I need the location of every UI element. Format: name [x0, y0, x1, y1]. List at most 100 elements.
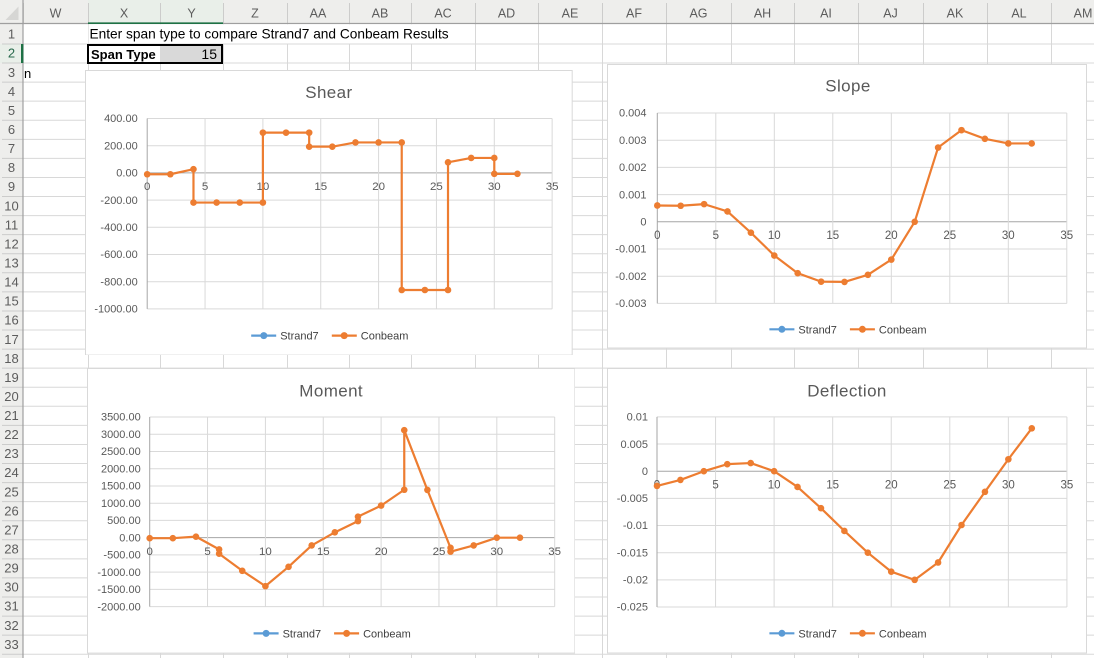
svg-text:33: 33 [4, 637, 18, 652]
svg-text:14: 14 [4, 275, 18, 290]
svg-text:13: 13 [4, 256, 18, 271]
svg-text:0: 0 [144, 181, 150, 193]
svg-text:500.00: 500.00 [107, 515, 141, 527]
svg-text:15: 15 [315, 181, 328, 193]
svg-text:32: 32 [4, 618, 18, 633]
svg-text:25: 25 [943, 230, 956, 242]
svg-text:AI: AI [820, 7, 832, 21]
svg-text:35: 35 [548, 546, 561, 558]
svg-text:-400.00: -400.00 [101, 222, 138, 234]
svg-text:Strand7: Strand7 [798, 628, 837, 640]
svg-text:0: 0 [642, 466, 648, 478]
svg-text:10: 10 [768, 230, 781, 242]
svg-text:15: 15 [826, 479, 839, 491]
svg-text:25: 25 [430, 181, 443, 193]
svg-text:3500.00: 3500.00 [101, 412, 141, 424]
svg-text:-1000.00: -1000.00 [97, 567, 140, 579]
svg-text:31: 31 [4, 599, 18, 614]
svg-text:0.001: 0.001 [619, 189, 647, 201]
svg-text:AD: AD [498, 7, 515, 21]
svg-text:26: 26 [4, 503, 18, 518]
svg-text:0.00: 0.00 [119, 532, 140, 544]
svg-text:Shear: Shear [306, 83, 353, 102]
svg-text:Conbeam: Conbeam [361, 330, 409, 342]
svg-text:2: 2 [8, 46, 15, 61]
svg-text:10: 10 [4, 198, 18, 213]
svg-text:3: 3 [8, 65, 15, 80]
svg-text:-0.025: -0.025 [617, 602, 648, 614]
svg-text:35: 35 [546, 181, 559, 193]
svg-text:AM: AM [1074, 7, 1093, 21]
svg-text:-500.00: -500.00 [103, 550, 140, 562]
svg-text:10: 10 [259, 546, 272, 558]
svg-text:-200.00: -200.00 [101, 194, 138, 206]
svg-text:AG: AG [689, 7, 707, 21]
svg-text:AB: AB [372, 7, 389, 21]
svg-text:5: 5 [713, 230, 719, 242]
svg-text:0: 0 [640, 217, 646, 229]
svg-text:7: 7 [8, 141, 15, 156]
svg-text:28: 28 [4, 542, 18, 557]
svg-text:-0.01: -0.01 [623, 520, 648, 532]
svg-text:AL: AL [1011, 7, 1026, 21]
svg-text:Strand7: Strand7 [798, 324, 837, 336]
svg-text:25: 25 [4, 484, 18, 499]
svg-text:23: 23 [4, 446, 18, 461]
svg-text:n: n [24, 66, 31, 81]
svg-text:24: 24 [4, 465, 18, 480]
svg-text:11: 11 [5, 217, 19, 232]
svg-text:-0.02: -0.02 [623, 575, 648, 587]
svg-text:Enter span type to compare Str: Enter span type to compare Strand7 and C… [90, 27, 449, 42]
svg-text:0: 0 [654, 230, 660, 242]
svg-text:17: 17 [4, 332, 18, 347]
svg-text:0.00: 0.00 [117, 167, 138, 179]
svg-text:15: 15 [4, 294, 18, 309]
svg-text:21: 21 [4, 408, 18, 423]
svg-text:20: 20 [375, 546, 388, 558]
svg-text:15: 15 [826, 230, 839, 242]
svg-text:X: X [120, 7, 129, 21]
svg-text:18: 18 [4, 351, 18, 366]
svg-text:0.004: 0.004 [619, 108, 647, 120]
svg-text:25: 25 [433, 546, 446, 558]
svg-text:30: 30 [1002, 230, 1015, 242]
svg-text:Conbeam: Conbeam [879, 628, 927, 640]
svg-text:1000.00: 1000.00 [101, 498, 141, 510]
svg-text:12: 12 [4, 236, 18, 251]
svg-text:20: 20 [372, 181, 385, 193]
svg-text:2500.00: 2500.00 [101, 446, 141, 458]
svg-text:-0.001: -0.001 [615, 244, 646, 256]
svg-text:2000.00: 2000.00 [101, 463, 141, 475]
svg-text:1: 1 [8, 27, 15, 42]
svg-text:1500.00: 1500.00 [101, 481, 141, 493]
svg-text:AJ: AJ [883, 7, 898, 21]
svg-text:Moment: Moment [299, 381, 363, 400]
svg-text:-1500.00: -1500.00 [97, 584, 140, 596]
svg-text:0.003: 0.003 [619, 135, 647, 147]
svg-text:Slope: Slope [825, 77, 870, 96]
svg-text:5: 5 [202, 181, 208, 193]
svg-text:Y: Y [187, 7, 196, 21]
svg-text:35: 35 [1061, 479, 1074, 491]
svg-text:15: 15 [317, 546, 330, 558]
svg-text:5: 5 [8, 103, 15, 118]
svg-text:9: 9 [8, 179, 15, 194]
svg-text:16: 16 [4, 313, 18, 328]
svg-text:25: 25 [943, 479, 956, 491]
svg-text:5: 5 [712, 479, 718, 491]
svg-text:AC: AC [434, 7, 451, 21]
svg-text:3000.00: 3000.00 [101, 429, 141, 441]
svg-text:30: 30 [4, 580, 18, 595]
svg-text:-2000.00: -2000.00 [97, 601, 140, 613]
svg-text:400.00: 400.00 [104, 113, 138, 125]
svg-text:-1000.00: -1000.00 [95, 303, 138, 315]
svg-text:-0.002: -0.002 [615, 271, 646, 283]
svg-text:20: 20 [4, 389, 18, 404]
svg-text:Conbeam: Conbeam [879, 324, 927, 336]
svg-text:-800.00: -800.00 [101, 276, 138, 288]
svg-text:27: 27 [4, 523, 18, 538]
svg-text:8: 8 [8, 160, 15, 175]
svg-text:20: 20 [885, 479, 898, 491]
svg-text:Strand7: Strand7 [280, 330, 318, 342]
svg-text:-0.005: -0.005 [617, 493, 648, 505]
